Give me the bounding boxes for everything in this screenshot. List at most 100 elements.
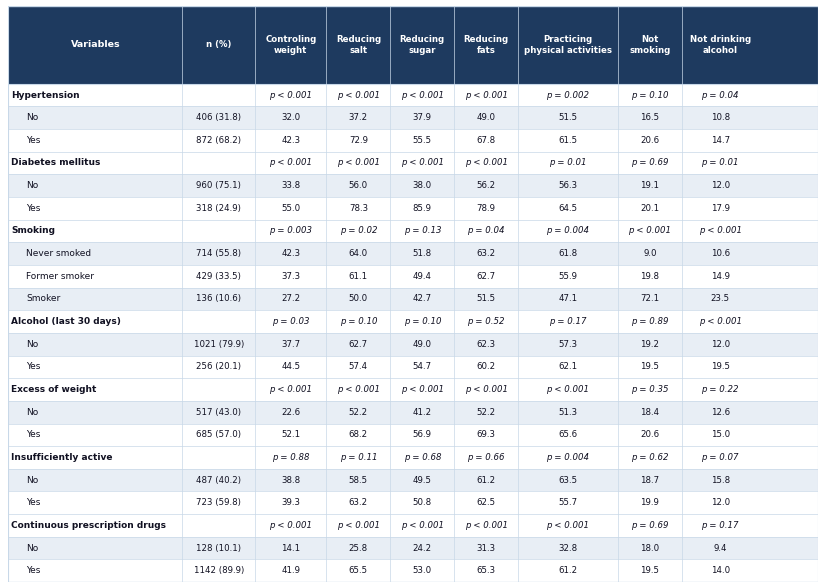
- Text: 19.5: 19.5: [640, 566, 659, 575]
- Text: 68.2: 68.2: [349, 430, 368, 439]
- Bar: [8, 197, 818, 219]
- Text: 9.4: 9.4: [714, 544, 727, 553]
- Text: Yes: Yes: [26, 430, 40, 439]
- Text: n (%): n (%): [206, 40, 231, 49]
- Text: p = 0.10: p = 0.10: [404, 317, 441, 326]
- Text: 19.5: 19.5: [640, 362, 659, 372]
- Text: 62.7: 62.7: [477, 272, 496, 280]
- Text: 517 (43.0): 517 (43.0): [197, 407, 241, 417]
- Text: 10.6: 10.6: [710, 249, 729, 258]
- Text: Former smoker: Former smoker: [26, 272, 94, 280]
- Text: p = 0.89: p = 0.89: [631, 317, 668, 326]
- Text: p < 0.001: p < 0.001: [465, 521, 508, 530]
- Text: Continuous prescription drugs: Continuous prescription drugs: [12, 521, 167, 530]
- Text: Smoking: Smoking: [12, 226, 55, 235]
- Text: 37.2: 37.2: [349, 113, 368, 122]
- Text: 62.7: 62.7: [349, 340, 368, 349]
- Text: 27.2: 27.2: [281, 295, 301, 303]
- Text: Yes: Yes: [26, 362, 40, 372]
- Text: 61.5: 61.5: [558, 136, 577, 145]
- Bar: [8, 83, 818, 106]
- Text: 19.9: 19.9: [640, 498, 659, 507]
- Text: p < 0.001: p < 0.001: [401, 159, 444, 168]
- Text: p = 0.69: p = 0.69: [631, 521, 668, 530]
- Bar: [8, 333, 818, 356]
- Text: 54.7: 54.7: [413, 362, 432, 372]
- Bar: [8, 559, 818, 582]
- Text: 55.7: 55.7: [558, 498, 577, 507]
- Bar: [8, 537, 818, 559]
- Text: 62.1: 62.1: [558, 362, 577, 372]
- Text: 52.2: 52.2: [477, 407, 496, 417]
- Text: 406 (31.8): 406 (31.8): [197, 113, 241, 122]
- Text: 872 (68.2): 872 (68.2): [197, 136, 241, 145]
- Text: 14.1: 14.1: [281, 544, 301, 553]
- Text: No: No: [26, 113, 38, 122]
- Text: 47.1: 47.1: [558, 295, 577, 303]
- Text: 57.4: 57.4: [349, 362, 368, 372]
- Text: 49.0: 49.0: [413, 340, 432, 349]
- Text: 65.3: 65.3: [477, 566, 496, 575]
- Text: 12.6: 12.6: [710, 407, 729, 417]
- Text: 25.8: 25.8: [349, 544, 368, 553]
- Text: 51.5: 51.5: [558, 113, 577, 122]
- Text: 67.8: 67.8: [477, 136, 496, 145]
- Text: Yes: Yes: [26, 204, 40, 213]
- Text: p < 0.001: p < 0.001: [699, 226, 742, 235]
- Text: 37.3: 37.3: [281, 272, 301, 280]
- Text: 72.9: 72.9: [349, 136, 368, 145]
- Text: 38.8: 38.8: [281, 476, 301, 485]
- Text: p = 0.13: p = 0.13: [404, 226, 441, 235]
- Text: 18.4: 18.4: [640, 407, 659, 417]
- Text: No: No: [26, 544, 38, 553]
- Text: 63.5: 63.5: [558, 476, 577, 485]
- Text: p < 0.001: p < 0.001: [465, 385, 508, 394]
- Text: Diabetes mellitus: Diabetes mellitus: [12, 159, 101, 168]
- Text: 61.1: 61.1: [349, 272, 368, 280]
- Text: 31.3: 31.3: [477, 544, 496, 553]
- Text: p < 0.001: p < 0.001: [401, 91, 444, 99]
- Text: 10.8: 10.8: [710, 113, 729, 122]
- Text: p = 0.66: p = 0.66: [468, 453, 505, 462]
- Text: Practicing
physical activities: Practicing physical activities: [524, 35, 612, 55]
- Text: 136 (10.6): 136 (10.6): [197, 295, 241, 303]
- Text: 32.8: 32.8: [558, 544, 577, 553]
- Text: Reducing
salt: Reducing salt: [336, 35, 381, 55]
- Text: 55.0: 55.0: [281, 204, 301, 213]
- Text: p = 0.52: p = 0.52: [468, 317, 505, 326]
- Text: 24.2: 24.2: [413, 544, 432, 553]
- Text: No: No: [26, 476, 38, 485]
- Text: 58.5: 58.5: [349, 476, 368, 485]
- Text: 52.1: 52.1: [281, 430, 301, 439]
- Text: p = 0.03: p = 0.03: [272, 317, 310, 326]
- Text: p = 0.22: p = 0.22: [701, 385, 739, 394]
- Text: 32.0: 32.0: [281, 113, 301, 122]
- Text: 19.1: 19.1: [640, 181, 659, 190]
- Text: p < 0.001: p < 0.001: [337, 159, 380, 168]
- Text: 23.5: 23.5: [710, 295, 729, 303]
- Bar: [8, 129, 818, 152]
- Text: 51.3: 51.3: [558, 407, 577, 417]
- Text: 33.8: 33.8: [281, 181, 301, 190]
- Text: 12.0: 12.0: [710, 340, 729, 349]
- Text: 15.0: 15.0: [710, 430, 729, 439]
- Text: p < 0.001: p < 0.001: [547, 521, 590, 530]
- Text: 61.2: 61.2: [477, 476, 496, 485]
- Text: 9.0: 9.0: [643, 249, 657, 258]
- Bar: [8, 401, 818, 423]
- Bar: [8, 6, 818, 83]
- Text: p = 0.004: p = 0.004: [547, 453, 590, 462]
- Text: 78.3: 78.3: [349, 204, 368, 213]
- Text: No: No: [26, 340, 38, 349]
- Text: 42.3: 42.3: [281, 136, 301, 145]
- Text: p < 0.001: p < 0.001: [629, 226, 672, 235]
- Text: p = 0.01: p = 0.01: [549, 159, 586, 168]
- Text: 51.5: 51.5: [477, 295, 496, 303]
- Text: 44.5: 44.5: [281, 362, 301, 372]
- Text: p < 0.001: p < 0.001: [465, 159, 508, 168]
- Text: p < 0.001: p < 0.001: [337, 91, 380, 99]
- Bar: [8, 288, 818, 310]
- Text: p = 0.62: p = 0.62: [631, 453, 668, 462]
- Text: 63.2: 63.2: [349, 498, 368, 507]
- Text: 55.9: 55.9: [558, 272, 577, 280]
